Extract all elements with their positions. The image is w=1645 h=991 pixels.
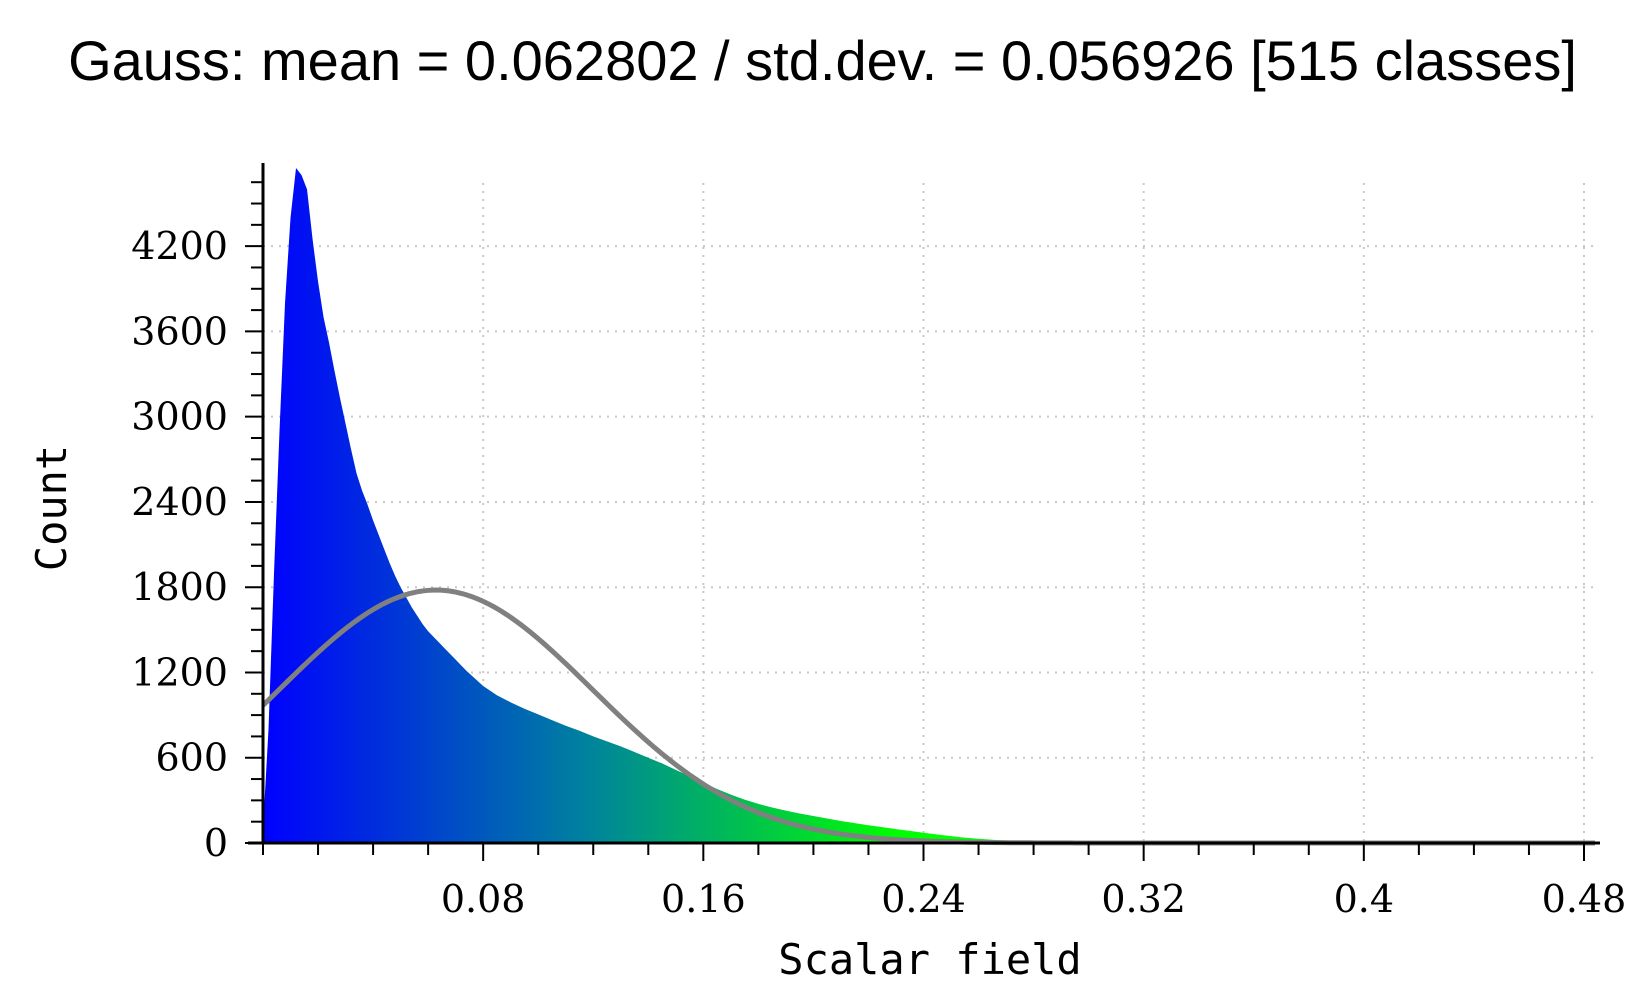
y-tick-label: 3000 — [131, 395, 228, 439]
x-tick-label: 0.24 — [881, 877, 966, 921]
y-tick-label: 600 — [155, 736, 228, 780]
x-tick-label: 0.32 — [1101, 877, 1186, 921]
x-tick-label: 0.48 — [1542, 877, 1627, 921]
tick-labels: 0 600 1200 1800 2400 3000 3600 4200 0.08 0.16 0.24… — [131, 224, 1626, 921]
y-tick-label: 4200 — [131, 224, 228, 268]
x-tick-label: 0.4 — [1334, 877, 1394, 921]
histogram-bars — [263, 168, 1595, 843]
y-tick-label: 1200 — [131, 650, 228, 694]
y-tick-label: 2400 — [131, 480, 228, 524]
y-axis-title: Count — [27, 445, 76, 571]
histogram-area — [263, 168, 1595, 843]
y-tick-label: 1800 — [131, 565, 228, 609]
x-axis-title: Scalar field — [778, 935, 1081, 984]
x-tick-label: 0.16 — [661, 877, 746, 921]
chart-title: Gauss: mean = 0.062802 / std.dev. = 0.05… — [68, 29, 1577, 92]
x-tick-label: 0.08 — [441, 877, 526, 921]
y-tick-label: 3600 — [131, 309, 228, 353]
axes — [245, 163, 1600, 861]
grid-lines — [263, 183, 1595, 843]
y-tick-label: 0 — [204, 821, 228, 865]
